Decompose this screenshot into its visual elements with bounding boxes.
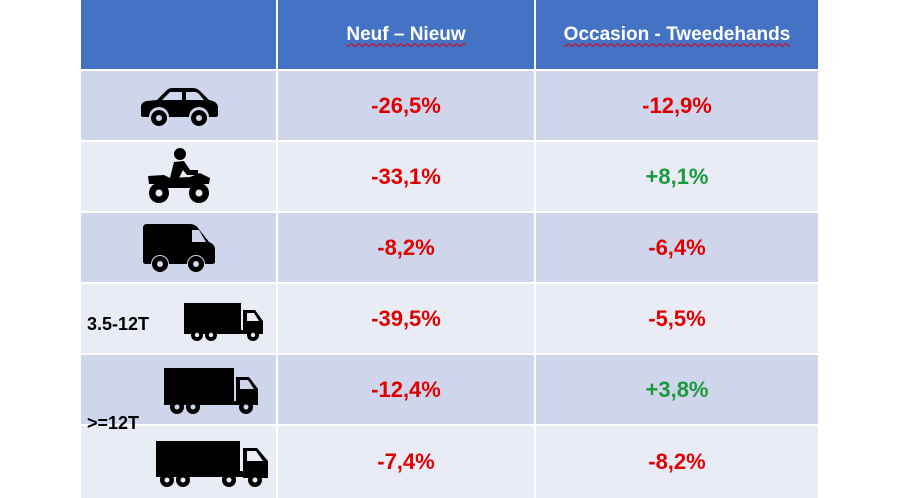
occasion-value-cell: +3,8% (534, 355, 818, 424)
tonnage-label-heavy: >=12T (87, 413, 140, 433)
neuf-value-cell: -39,5% (276, 284, 534, 353)
occasion-value: +8,1% (645, 163, 709, 189)
heavy-truck-icon (164, 368, 258, 414)
neuf-value: -39,5% (371, 305, 441, 331)
occasion-value: -6,4% (648, 234, 706, 260)
neuf-value: -12,4% (371, 376, 441, 402)
occasion-value-cell: -12,9% (534, 71, 818, 140)
car-icon (140, 87, 218, 126)
atv-quad-icon (147, 147, 210, 203)
neuf-value-cell: -26,5% (276, 71, 534, 140)
occasion-value-cell: -6,4% (534, 213, 818, 282)
table-row: -33,1% +8,1% (81, 142, 818, 211)
semi-trailer-truck-icon (156, 441, 268, 487)
vehicle-icon-cell (81, 213, 276, 282)
table-row: -8,2% -6,4% (81, 213, 818, 282)
vehicle-icon-cell (81, 355, 276, 424)
light-truck-icon (184, 303, 263, 341)
neuf-value: -8,2% (377, 234, 435, 260)
vehicle-icon-cell (81, 426, 276, 498)
table-row: 3.5-12T -39,5% -5,5% (81, 284, 818, 353)
occasion-value: -5,5% (648, 305, 706, 331)
van-icon (142, 223, 215, 272)
table-row: -26,5% -12,9% (81, 71, 818, 140)
neuf-value: -33,1% (371, 163, 441, 189)
header-neuf-nieuw: Neuf – Nieuw (276, 0, 534, 69)
occasion-value: -8,2% (648, 449, 706, 474)
neuf-value: -7,4% (377, 449, 435, 474)
occasion-value: -12,9% (642, 92, 712, 118)
occasion-value: +3,8% (645, 376, 709, 402)
header-occasion-tweedehands: Occasion - Tweedehands (534, 0, 818, 69)
occasion-value-cell: -5,5% (534, 284, 818, 353)
occasion-value-cell: -8,2% (534, 426, 818, 498)
occasion-value-cell: +8,1% (534, 142, 818, 211)
table-row: -12,4% +3,8% (81, 355, 818, 424)
vehicle-icon-cell (81, 142, 276, 211)
tonnage-label-light: 3.5-12T (87, 314, 150, 334)
table-row: -7,4% -8,2% (81, 426, 818, 498)
neuf-value-cell: -7,4% (276, 426, 534, 498)
neuf-value-cell: -33,1% (276, 142, 534, 211)
table-header: Neuf – Nieuw Occasion - Tweedehands (81, 0, 818, 69)
neuf-value-cell: -8,2% (276, 213, 534, 282)
vehicle-icon-cell: 3.5-12T (81, 284, 276, 353)
neuf-value: -26,5% (371, 92, 441, 118)
header-icon-column (81, 0, 276, 69)
neuf-value-cell: -12,4% (276, 355, 534, 424)
vehicle-icon-cell (81, 71, 276, 140)
